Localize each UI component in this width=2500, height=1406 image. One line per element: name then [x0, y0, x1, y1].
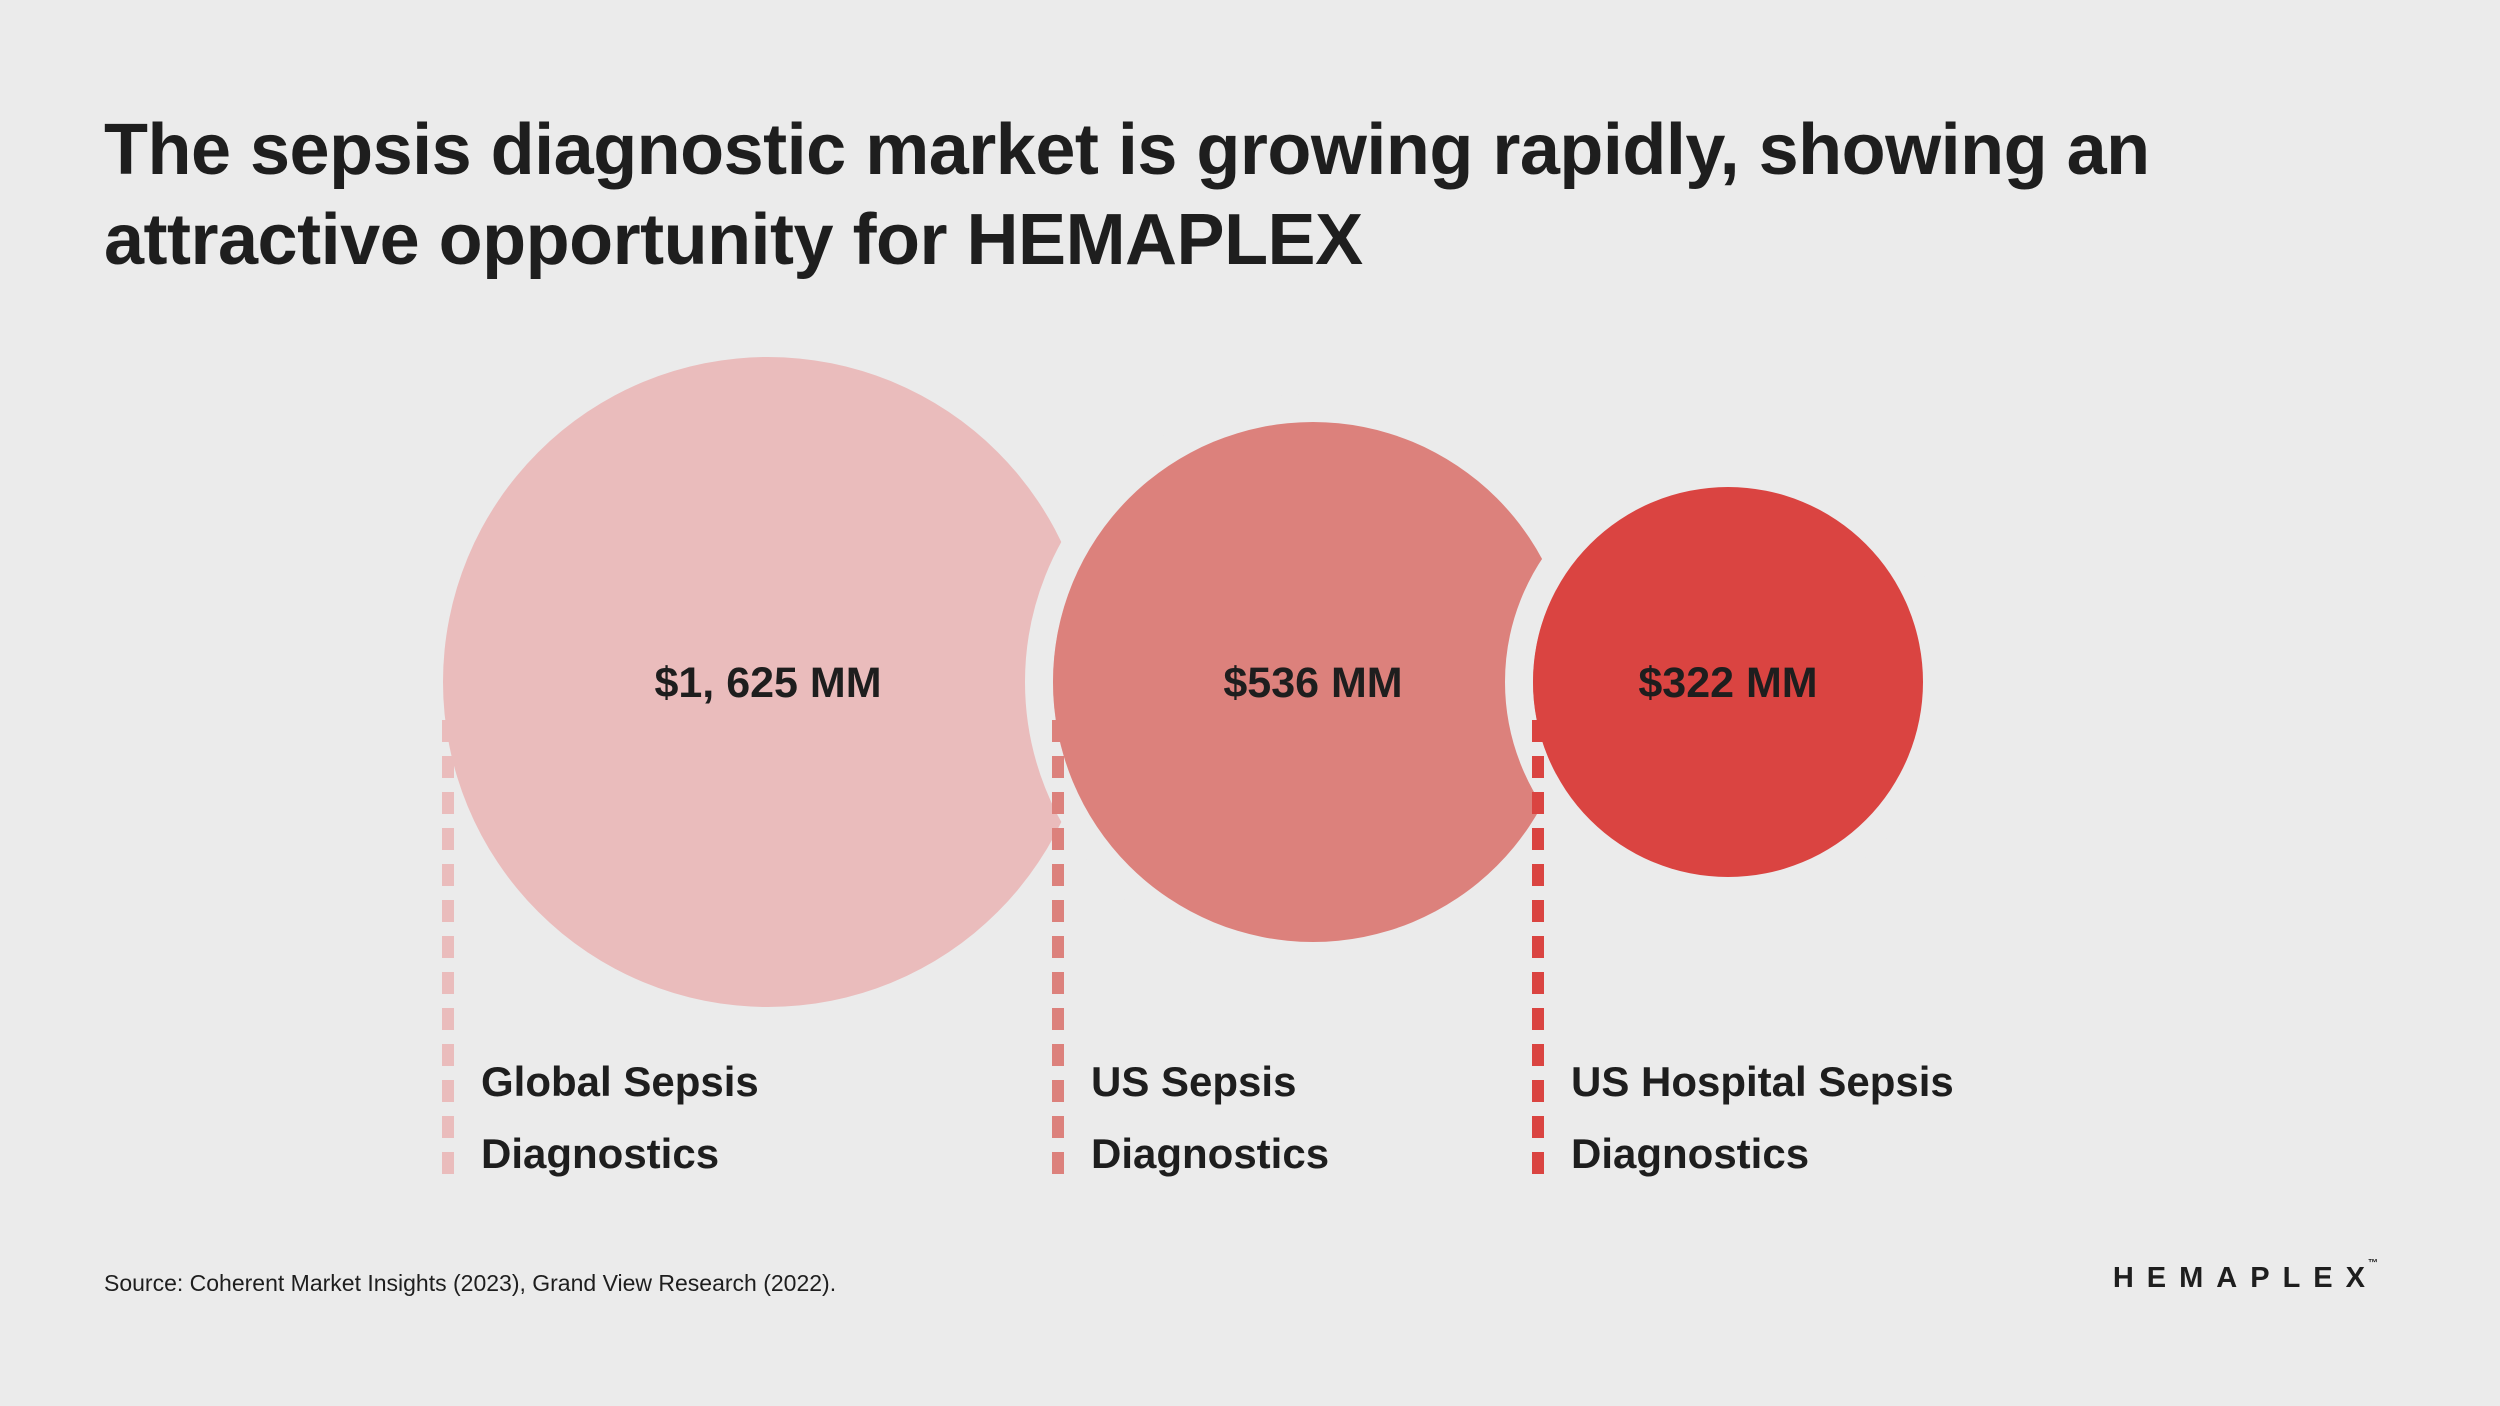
category-label-2-line-0: US Hospital Sepsis	[1571, 1058, 1954, 1105]
bubble-value-label-0: $1, 625 MM	[654, 659, 881, 707]
bubble-value-label-1: $536 MM	[1223, 659, 1402, 707]
category-label-0-line-0: Global Sepsis	[481, 1058, 759, 1105]
logo-trademark: ™	[2368, 1258, 2378, 1269]
page-title: The sepsis diagnostic market is growing …	[104, 110, 2150, 280]
bubble-2	[1533, 487, 1923, 877]
bubbles-layer	[443, 357, 1951, 1007]
bubble-0	[443, 357, 1093, 1007]
logo-text: HEMAPLEX	[2112, 1262, 2378, 1294]
category-label-1-line-1: Diagnostics	[1091, 1130, 1329, 1177]
source-note: Source: Coherent Market Insights (2023),…	[104, 1270, 837, 1296]
bubble-value-label-2: $322 MM	[1638, 659, 1817, 707]
category-label-1-line-0: US Sepsis	[1091, 1058, 1296, 1105]
hemaplex-logo: HEMAPLEX™	[2112, 1258, 2388, 1295]
bubble-gap-2	[1505, 459, 1951, 905]
category-label-0-line-1: Diagnostics	[481, 1130, 719, 1177]
category-label-2-line-1: Diagnostics	[1571, 1130, 1809, 1177]
bubble-1	[1053, 422, 1573, 942]
labels-layer: $1, 625 MM Global Sepsis Diagnostics $536 M…	[442, 659, 1954, 1178]
